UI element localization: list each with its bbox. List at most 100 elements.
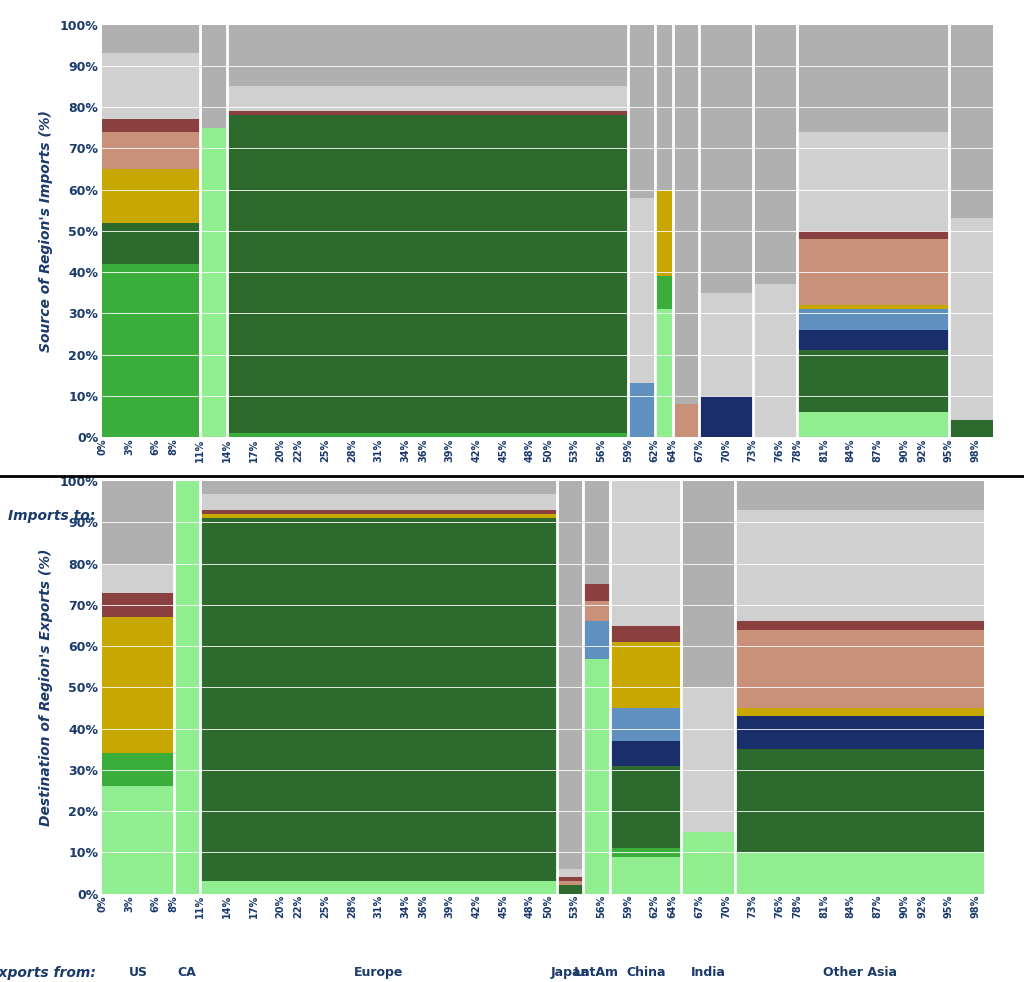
Bar bbox=[227, 111, 628, 115]
Bar bbox=[628, 25, 654, 197]
Bar bbox=[673, 404, 699, 437]
Bar bbox=[610, 741, 682, 766]
Bar bbox=[584, 601, 610, 622]
Bar bbox=[948, 420, 993, 437]
Bar bbox=[735, 749, 984, 852]
Bar bbox=[557, 481, 584, 869]
Bar bbox=[102, 169, 201, 223]
Bar bbox=[735, 510, 984, 622]
Text: Japan: Japan bbox=[622, 510, 662, 522]
Text: Other Asia: Other Asia bbox=[822, 966, 897, 979]
Bar bbox=[584, 659, 610, 894]
Text: Oz: Oz bbox=[654, 510, 673, 522]
Text: LA: LA bbox=[677, 510, 694, 522]
Y-axis label: Destination of Region's Exports (%): Destination of Region's Exports (%) bbox=[39, 549, 52, 826]
Bar bbox=[227, 433, 628, 437]
Bar bbox=[610, 642, 682, 708]
Bar bbox=[201, 25, 227, 128]
Bar bbox=[557, 881, 584, 886]
Bar bbox=[584, 584, 610, 601]
Text: Other Asia: Other Asia bbox=[836, 510, 910, 522]
Bar bbox=[682, 481, 735, 687]
Bar bbox=[201, 510, 557, 515]
Text: United States: United States bbox=[103, 510, 200, 522]
Bar bbox=[227, 86, 628, 111]
Bar bbox=[201, 881, 557, 894]
Bar bbox=[798, 330, 948, 351]
Bar bbox=[201, 481, 557, 494]
Text: Af.: Af. bbox=[962, 510, 981, 522]
Bar bbox=[654, 276, 673, 309]
Bar bbox=[102, 753, 174, 787]
Bar bbox=[798, 239, 948, 305]
Bar bbox=[201, 518, 557, 881]
Text: Imports to:: Imports to: bbox=[8, 510, 95, 523]
Bar bbox=[610, 481, 682, 626]
Bar bbox=[798, 412, 948, 437]
Bar bbox=[227, 25, 628, 86]
Bar bbox=[699, 25, 753, 293]
Bar bbox=[798, 305, 948, 309]
Bar bbox=[201, 128, 227, 437]
Bar bbox=[174, 481, 201, 894]
Bar bbox=[102, 564, 174, 592]
Bar bbox=[682, 687, 735, 832]
Legend: Africa, Other Asia, India, China, Latin America, Australia, Japan, Europe, Canad: Africa, Other Asia, India, China, Latin … bbox=[175, 569, 921, 588]
Bar bbox=[102, 53, 201, 120]
Bar bbox=[102, 787, 174, 894]
Text: Japan: Japan bbox=[551, 966, 590, 979]
Bar bbox=[735, 481, 984, 510]
Bar bbox=[948, 218, 993, 420]
Bar bbox=[584, 481, 610, 584]
Y-axis label: Source of Region's Imports (%): Source of Region's Imports (%) bbox=[39, 110, 52, 352]
Text: China: China bbox=[707, 510, 745, 522]
Bar bbox=[610, 708, 682, 741]
Bar bbox=[735, 852, 984, 894]
Text: Exports from:: Exports from: bbox=[0, 966, 95, 980]
Bar bbox=[557, 886, 584, 894]
Bar bbox=[753, 285, 798, 437]
Bar bbox=[735, 622, 984, 629]
Bar bbox=[654, 190, 673, 276]
Text: LatAm: LatAm bbox=[574, 966, 620, 979]
Bar bbox=[102, 132, 201, 169]
Bar bbox=[102, 120, 201, 132]
Bar bbox=[699, 293, 753, 396]
Text: Europe: Europe bbox=[354, 966, 403, 979]
Bar bbox=[102, 481, 174, 564]
Bar bbox=[102, 223, 201, 264]
Bar bbox=[654, 309, 673, 437]
Bar bbox=[102, 618, 174, 753]
Text: Europe: Europe bbox=[402, 510, 453, 522]
Bar bbox=[735, 708, 984, 716]
Bar bbox=[798, 132, 948, 231]
Bar bbox=[673, 25, 699, 404]
Bar bbox=[102, 264, 201, 437]
Text: CA: CA bbox=[177, 966, 197, 979]
Bar bbox=[610, 766, 682, 848]
Bar bbox=[798, 309, 948, 330]
Bar bbox=[735, 716, 984, 749]
Bar bbox=[753, 25, 798, 285]
Bar bbox=[735, 629, 984, 708]
Bar bbox=[798, 25, 948, 132]
Text: China: China bbox=[626, 966, 666, 979]
Bar bbox=[584, 622, 610, 659]
Bar bbox=[557, 877, 584, 881]
Bar bbox=[610, 848, 682, 856]
Bar bbox=[201, 494, 557, 510]
Bar bbox=[102, 25, 201, 53]
Bar bbox=[201, 515, 557, 518]
Bar bbox=[557, 869, 584, 877]
Bar bbox=[628, 383, 654, 437]
Bar bbox=[682, 832, 735, 894]
Bar bbox=[699, 396, 753, 437]
Bar bbox=[102, 592, 174, 618]
Text: CA: CA bbox=[205, 510, 223, 522]
Bar bbox=[628, 197, 654, 383]
Bar bbox=[798, 231, 948, 239]
Bar bbox=[948, 25, 993, 218]
Bar bbox=[654, 25, 673, 190]
Text: US: US bbox=[129, 966, 147, 979]
Text: India: India bbox=[691, 966, 726, 979]
